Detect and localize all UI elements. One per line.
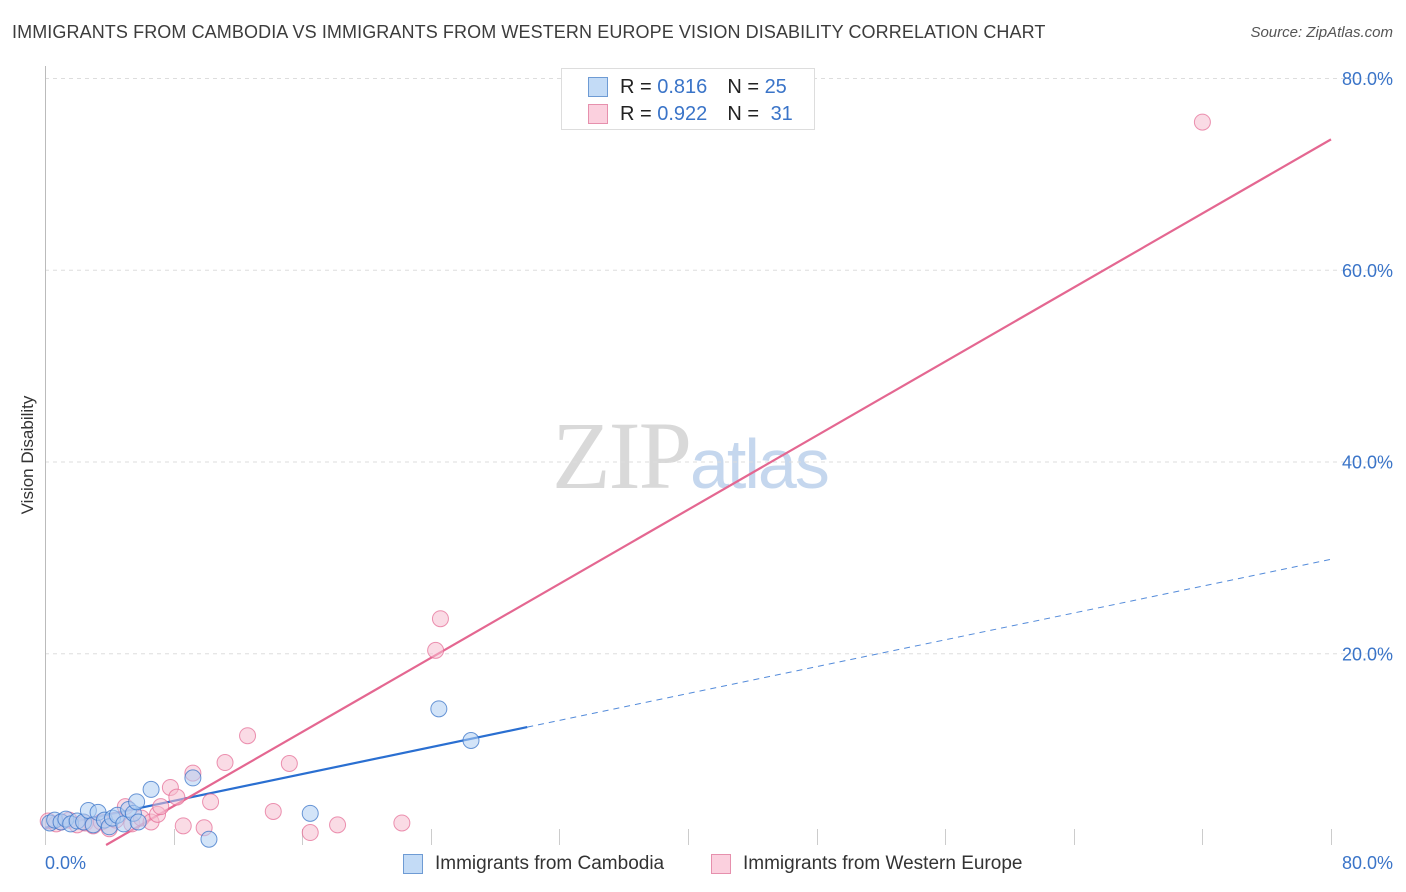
bottom-legend-swatch-western-europe xyxy=(711,854,731,874)
source-credit: Source: ZipAtlas.com xyxy=(1250,24,1393,41)
bottom-legend-cambodia: Immigrants from Cambodia xyxy=(403,852,664,876)
x-tick-label: 0.0% xyxy=(45,853,86,873)
correlation-legend: R = 0.816 N = 25 R = 0.922 N = 31 xyxy=(561,68,815,130)
legend-row-western-europe: R = 0.922 N = 31 xyxy=(588,102,793,126)
bottom-legend-swatch-cambodia xyxy=(403,854,423,874)
data-point-cambodia xyxy=(430,700,448,718)
bottom-legend-label-cambodia: Immigrants from Cambodia xyxy=(435,853,665,874)
data-point-western-europe xyxy=(264,802,282,820)
legend-swatch-western-europe xyxy=(588,104,608,124)
x-tick-label: 80.0% xyxy=(1342,853,1393,873)
legend-r-label: R = xyxy=(620,75,658,98)
trend-layer xyxy=(44,138,1332,846)
data-point-cambodia xyxy=(200,830,218,848)
watermark-zip: ZIP xyxy=(552,402,692,509)
y-tick-label: 40.0% xyxy=(1342,453,1393,473)
legend-n-value: 25 xyxy=(764,75,787,98)
watermark-atlas: atlas xyxy=(690,425,830,503)
trend-line-cambodia-projection xyxy=(527,558,1332,728)
data-point-western-europe xyxy=(427,641,445,659)
data-point-western-europe xyxy=(152,798,170,816)
legend-r-label: R = xyxy=(620,102,658,125)
data-point-western-europe xyxy=(329,816,347,834)
data-point-western-europe xyxy=(168,788,186,806)
data-point-cambodia xyxy=(129,813,147,831)
data-point-western-europe xyxy=(301,824,319,842)
legend-row-cambodia: R = 0.816 N = 25 xyxy=(588,75,787,99)
data-point-western-europe xyxy=(1193,113,1211,131)
data-point-cambodia xyxy=(184,769,202,787)
data-point-cambodia xyxy=(142,780,160,798)
trend-line-western-europe xyxy=(105,138,1332,846)
data-point-western-europe xyxy=(239,727,257,745)
y-tick-label: 60.0% xyxy=(1342,261,1393,281)
points-layer xyxy=(39,113,1211,848)
legend-n-label: N = xyxy=(727,102,765,125)
data-point-cambodia xyxy=(301,804,319,822)
y-tick-label: 20.0% xyxy=(1342,644,1393,664)
data-point-cambodia xyxy=(462,731,480,749)
watermark: ZIPatlas xyxy=(552,400,830,511)
data-point-western-europe xyxy=(431,610,449,628)
chart-title: IMMIGRANTS FROM CAMBODIA VS IMMIGRANTS F… xyxy=(12,22,1046,42)
legend-r-value: 0.922 xyxy=(657,102,708,125)
data-point-western-europe xyxy=(174,817,192,835)
axis-layer xyxy=(45,66,1332,845)
data-point-western-europe xyxy=(280,755,298,773)
data-point-western-europe xyxy=(202,793,220,811)
legend-r-value: 0.816 xyxy=(657,75,708,98)
legend-swatch-cambodia xyxy=(588,77,608,97)
y-tick-label: 80.0% xyxy=(1342,69,1393,89)
tick-label-layer: 20.0% 40.0% 60.0% 80.0% 0.0% 80.0% xyxy=(45,69,1393,873)
data-point-western-europe xyxy=(216,754,234,772)
data-point-western-europe xyxy=(393,814,411,832)
data-point-cambodia xyxy=(128,793,146,811)
bottom-legend-label-western-europe: Immigrants from Western Europe xyxy=(743,853,1023,874)
grid-layer xyxy=(45,78,1392,655)
legend-n-label: N = xyxy=(727,75,765,98)
legend-n-value: 31 xyxy=(770,102,793,125)
bottom-legend-western-europe: Immigrants from Western Europe xyxy=(711,852,1022,876)
